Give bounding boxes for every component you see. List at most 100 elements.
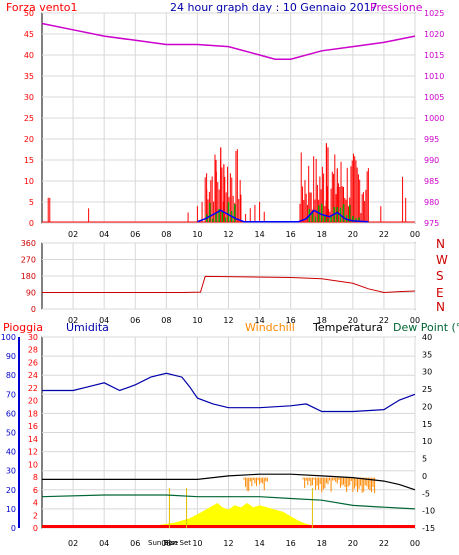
dewpoint-line (41, 494, 416, 510)
rain-tick-label: 18 (28, 409, 38, 418)
temperature-tick-label: 25 (422, 385, 432, 394)
compass-label: W (436, 253, 448, 267)
rain-legend: Pioggia (3, 321, 43, 334)
x-tick-label: 06 (130, 539, 140, 548)
pressure-tick-label: 990 (424, 156, 439, 165)
x-tick-label: 20 (348, 539, 358, 548)
wind-tick-label: 35 (24, 72, 34, 81)
direction-tick-label: 90 (26, 289, 36, 298)
temperature-tick-label: 5 (422, 455, 427, 464)
temperature-legend: Temperatura (312, 321, 383, 334)
solar-area (158, 503, 311, 525)
wind-title: Forza vento1 (6, 1, 78, 14)
x-tick-label: 16 (286, 316, 296, 325)
rain-tick-label: 26 (28, 358, 38, 367)
direction-tick-label: 270 (21, 256, 36, 265)
temperature-line (42, 473, 416, 491)
chart-title: 24 hour graph day : 10 Gennaio 2017 (170, 1, 378, 14)
rain-tick-label: 8 (33, 473, 38, 482)
x-tick-label: 00 (410, 230, 420, 239)
x-tick-label: 08 (161, 316, 171, 325)
wind-tick-label: 10 (24, 177, 34, 186)
compass-label: N (436, 300, 445, 314)
x-tick-label: 14 (254, 539, 264, 548)
rain-tick-label: 6 (33, 486, 38, 495)
rain-tick-label: 20 (28, 397, 38, 406)
x-tick-label: 16 (286, 539, 296, 548)
temperature-tick-label: 15 (422, 420, 432, 429)
x-tick-label: 10 (192, 316, 202, 325)
wind-tick-label: 20 (24, 135, 34, 144)
x-tick-label: 18 (317, 316, 327, 325)
compass-label: E (436, 286, 444, 300)
humidity-tick-label: 100 (1, 333, 16, 342)
pressure-tick-label: 1015 (424, 51, 444, 60)
x-tick-label: 06 (130, 316, 140, 325)
rain-tick-label: 28 (28, 346, 38, 355)
x-tick-label: 18 (317, 230, 327, 239)
compass-label: N (436, 237, 445, 251)
x-tick-label: 00 (410, 539, 420, 548)
sunset-label: Sun Set (164, 539, 191, 547)
rain-tick-label: 2 (33, 511, 38, 520)
direction-tick-label: 0 (31, 305, 36, 314)
pressure-tick-label: 980 (424, 198, 439, 207)
x-tick-label: 06 (130, 230, 140, 239)
wind-tick-label: 5 (29, 198, 34, 207)
humidity-tick-label: 0 (11, 524, 16, 533)
pressure-title: Pressione (370, 1, 423, 14)
humidity-tick-label: 70 (6, 390, 16, 399)
direction-line (42, 275, 416, 294)
temperature-tick-label: -5 (422, 489, 430, 498)
rain-tick-label: 24 (28, 371, 38, 380)
temperature-tick-label: -15 (422, 524, 435, 533)
x-tick-label: 08 (161, 539, 171, 548)
x-tick-label: 10 (192, 230, 202, 239)
humidity-tick-label: 40 (6, 448, 16, 457)
rain-tick-label: 22 (28, 384, 38, 393)
humidity-tick-label: 80 (6, 371, 16, 380)
rain-tick-label: 30 (28, 333, 38, 342)
humidity-legend: Umidita (66, 321, 109, 334)
humidity-tick-label: 90 (6, 352, 16, 361)
temperature-tick-label: 35 (422, 350, 432, 359)
x-tick-label: 22 (379, 539, 389, 548)
x-tick-label: 18 (317, 539, 327, 548)
x-tick-label: 08 (161, 230, 171, 239)
x-tick-label: 04 (99, 316, 109, 325)
sunrise-label: Sun Rise (148, 539, 178, 547)
humidity-tick-label: 30 (6, 467, 16, 476)
x-tick-label: 14 (254, 316, 264, 325)
x-tick-label: 20 (348, 230, 358, 239)
temperature-tick-label: 10 (422, 437, 432, 446)
wind-tick-label: 25 (24, 114, 34, 123)
x-tick-label: 12 (223, 539, 233, 548)
x-tick-label: 02 (68, 230, 78, 239)
x-tick-label: 02 (68, 316, 78, 325)
rain-tick-label: 4 (33, 499, 38, 508)
rain-tick-label: 14 (28, 435, 38, 444)
compass-label: S (436, 269, 444, 283)
pressure-tick-label: 1020 (424, 30, 444, 39)
pressure-tick-label: 1000 (424, 114, 444, 123)
rain-tick-label: 0 (33, 524, 38, 533)
dewpoint-legend: Dew Point (°C (393, 321, 459, 334)
x-tick-label: 02 (68, 539, 78, 548)
humidity-tick-label: 60 (6, 409, 16, 418)
temperature-tick-label: 40 (422, 333, 432, 342)
pressure-tick-label: 1005 (424, 93, 444, 102)
wind-tick-label: 0 (29, 219, 34, 228)
rain-tick-label: 12 (28, 448, 38, 457)
pressure-tick-label: 1025 (424, 9, 444, 18)
x-tick-label: 12 (223, 316, 233, 325)
x-tick-label: 12 (223, 230, 233, 239)
temperature-tick-label: 30 (422, 368, 432, 377)
humidity-tick-label: 20 (6, 486, 16, 495)
humidity-tick-label: 10 (6, 505, 16, 514)
x-tick-label: 22 (379, 316, 389, 325)
x-tick-label: 16 (286, 230, 296, 239)
x-tick-label: 10 (192, 539, 202, 548)
rain-bar (42, 525, 415, 528)
wind-tick-label: 50 (24, 9, 34, 18)
rain-tick-label: 16 (28, 422, 38, 431)
